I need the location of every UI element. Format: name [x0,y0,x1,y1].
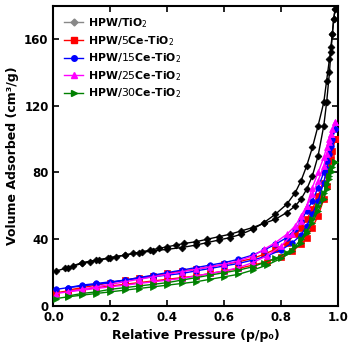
X-axis label: Relative Pressure (p/p₀): Relative Pressure (p/p₀) [112,330,280,342]
Y-axis label: Volume Adsorbed (cm³/g): Volume Adsorbed (cm³/g) [6,66,18,245]
Legend: HPW/TiO$_2$, HPW/$\it{5}$Ce-TiO$_2$, HPW/$\it{15}$Ce-TiO$_2$, HPW/$\it{25}$Ce-Ti: HPW/TiO$_2$, HPW/$\it{5}$Ce-TiO$_2$, HPW… [62,14,183,102]
